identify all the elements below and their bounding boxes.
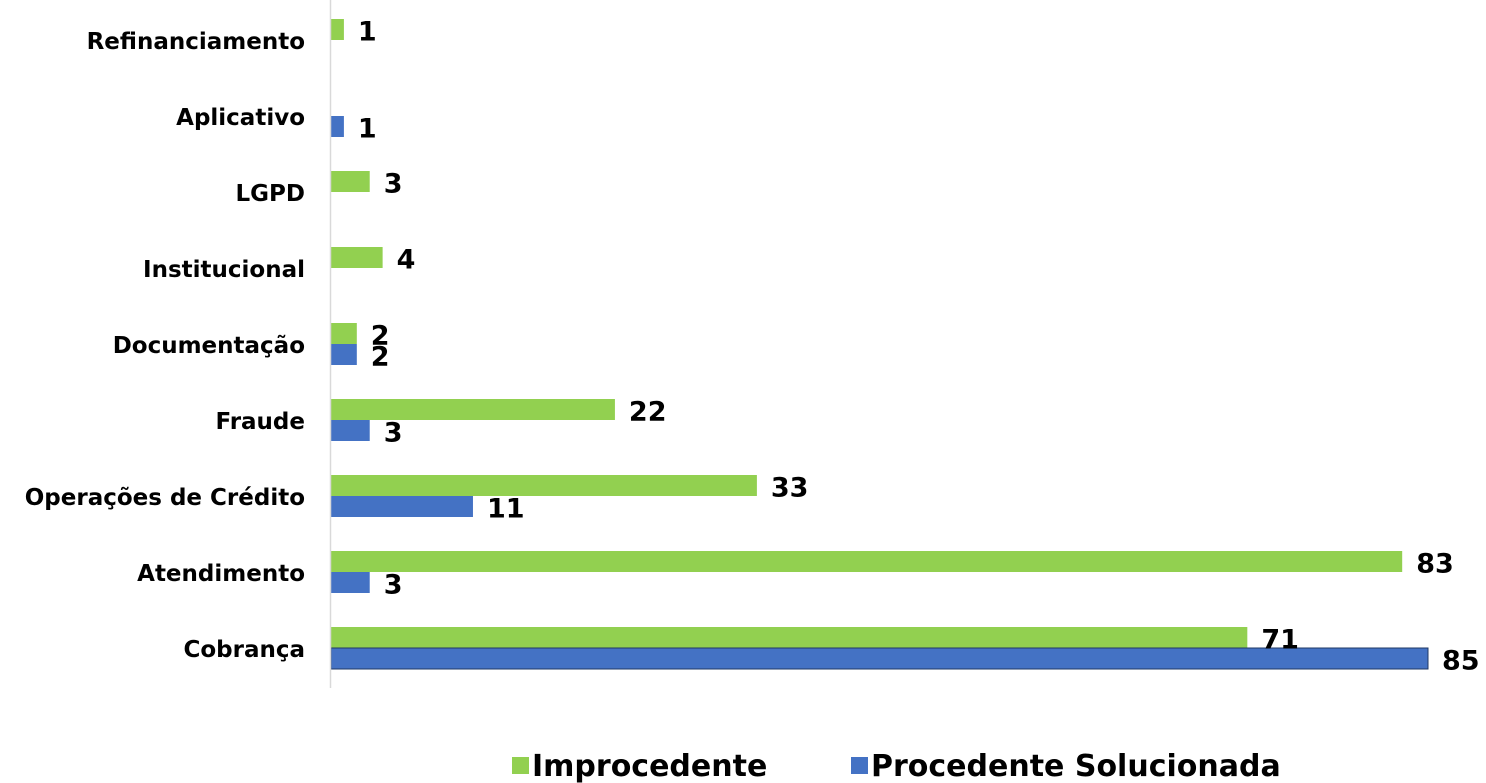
legend-swatch-procedente-solucionada	[851, 757, 868, 774]
data-label-procedente-solucionada-documentacao: 2	[371, 342, 390, 373]
data-label-improcedente-refinanciamento: 1	[358, 17, 377, 48]
data-label-improcedente-cobranca: 71	[1261, 625, 1299, 656]
bar-improcedente-refinanciamento	[331, 19, 344, 40]
bar-procedente-solucionada-aplicativo	[331, 116, 344, 137]
bar-improcedente-cobranca	[331, 627, 1248, 648]
bar-improcedente-lgpd	[331, 171, 370, 192]
category-label-refinanciamento: Refinanciamento	[87, 29, 305, 55]
bar-procedente-solucionada-operacoes-de-credito	[331, 496, 473, 517]
bars-group	[330, 19, 1429, 670]
legend: Improcedente Procedente Solucionada	[512, 749, 1281, 783]
bar-procedente-solucionada-documentacao	[331, 344, 357, 365]
data-label-improcedente-documentacao: 2	[371, 321, 390, 352]
bar-improcedente-documentacao	[331, 323, 357, 344]
category-label-aplicativo: Aplicativo	[176, 105, 305, 131]
category-label-fraude: Fraude	[215, 409, 305, 435]
bar-improcedente-institucional	[331, 247, 383, 268]
data-label-improcedente-fraude: 22	[629, 397, 667, 428]
data-label-procedente-solucionada-fraude: 3	[384, 418, 403, 449]
bar-procedente-solucionada-atendimento	[331, 572, 370, 593]
legend-swatch-improcedente	[512, 757, 529, 774]
data-label-procedente-solucionada-aplicativo: 1	[358, 114, 377, 145]
data-label-improcedente-institucional: 4	[397, 245, 416, 276]
bar-improcedente-atendimento	[331, 551, 1403, 572]
category-label-operacoes-de-credito: Operações de Crédito	[25, 485, 305, 511]
bar-improcedente-fraude	[331, 399, 615, 420]
bar-procedente-solucionada-fraude	[331, 420, 370, 441]
category-labels: Refinanciamento Aplicativo LGPD Institucion…	[25, 29, 305, 663]
data-label-improcedente-lgpd: 3	[384, 169, 403, 200]
category-label-cobranca: Cobrança	[183, 637, 305, 663]
data-label-procedente-solucionada-cobranca: 85	[1442, 646, 1480, 677]
data-label-procedente-solucionada-atendimento: 3	[384, 570, 403, 601]
data-label-improcedente-operacoes-de-credito: 33	[771, 473, 809, 504]
legend-label-improcedente: Improcedente	[532, 749, 767, 783]
category-label-atendimento: Atendimento	[137, 561, 305, 587]
category-label-institucional: Institucional	[143, 257, 305, 283]
category-label-documentacao: Documentação	[113, 333, 305, 359]
bar-improcedente-operacoes-de-credito	[331, 475, 757, 496]
category-label-lgpd: LGPD	[236, 181, 305, 207]
data-label-procedente-solucionada-operacoes-de-credito: 11	[487, 494, 525, 525]
legend-label-procedente-solucionada: Procedente Solucionada	[871, 749, 1281, 783]
data-label-improcedente-atendimento: 83	[1416, 549, 1454, 580]
